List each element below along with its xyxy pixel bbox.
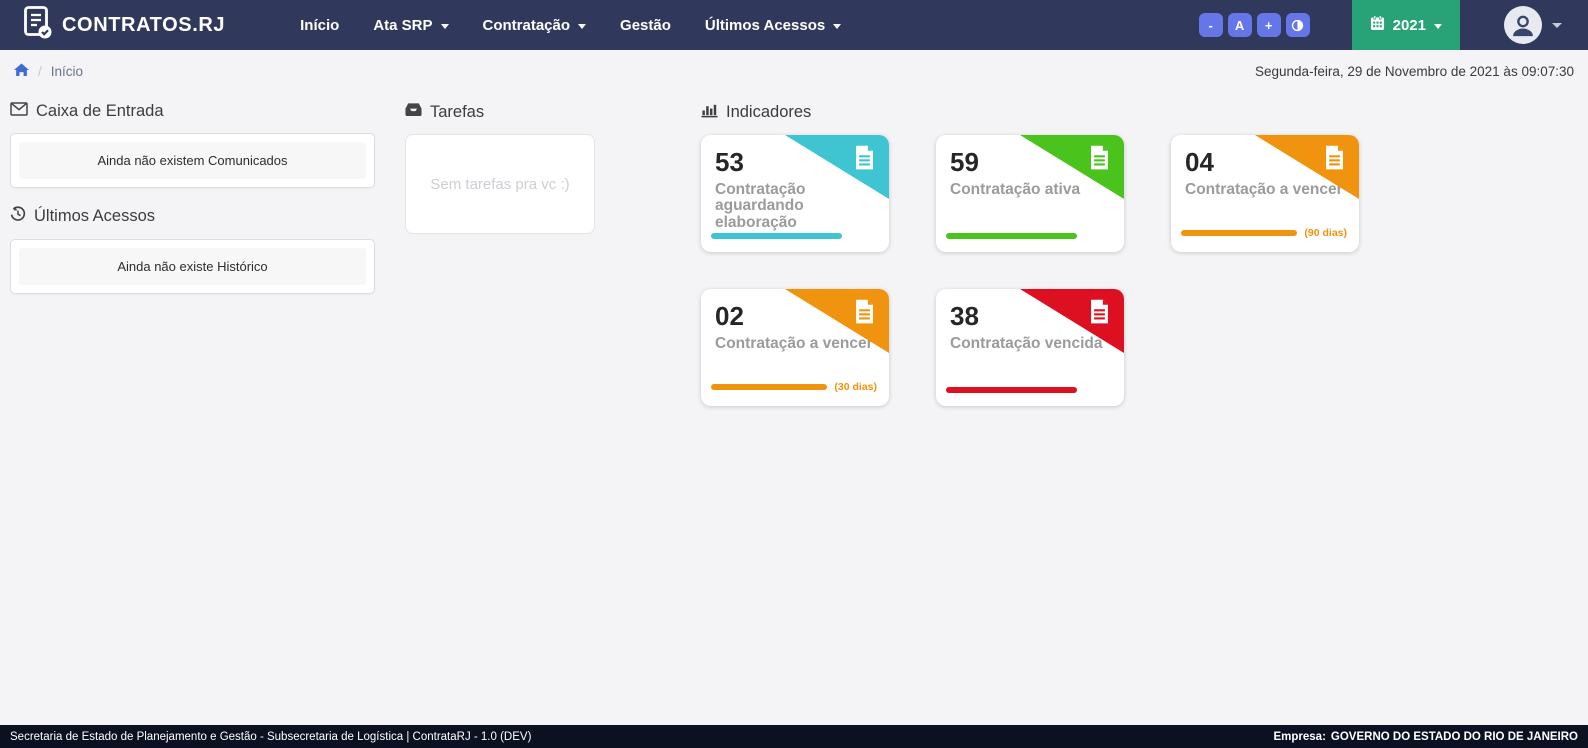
indicator-progress-row <box>946 233 1112 239</box>
bar-chart-icon <box>701 102 718 123</box>
chevron-down-icon <box>578 23 587 29</box>
navbar-right: - A + 2021 <box>1198 0 1588 50</box>
envelope-icon <box>10 102 28 121</box>
indicator-card-contratacao-a-vencer-30-dias-[interactable]: 02 Contratação a vencer (30 dias) <box>701 289 889 406</box>
tasks-section-title: Tarefas <box>430 102 485 121</box>
document-icon <box>1086 144 1113 176</box>
top-navbar: CONTRATOS.RJ Início Ata SRP Contratação Ges… <box>0 0 1588 50</box>
menu-item-gestao[interactable]: Gestão <box>603 0 688 50</box>
indicator-value: 38 <box>950 301 979 331</box>
history-section-title: Últimos Acessos <box>34 207 156 225</box>
menu-item-contratacao[interactable]: Contratação <box>466 0 604 50</box>
menu-item-label: Contratação <box>482 16 571 34</box>
year-selector-button[interactable]: 2021 <box>1351 0 1460 50</box>
inbox-icon <box>405 102 422 122</box>
history-section-header: Últimos Acessos <box>10 206 375 227</box>
chevron-down-icon <box>1434 23 1442 29</box>
chevron-down-icon <box>440 23 449 29</box>
font-decrease-button[interactable]: - <box>1198 13 1223 37</box>
indicator-label: Contratação vencida <box>950 334 1103 352</box>
indicator-note: (90 dias) <box>1304 227 1347 239</box>
indicator-value: 59 <box>950 147 979 177</box>
indicator-progress-bar <box>711 384 828 390</box>
inbox-section-header: Caixa de Entrada <box>10 102 375 121</box>
indicator-progress-row <box>946 387 1112 393</box>
document-icon <box>1086 298 1113 330</box>
chevron-down-icon <box>833 23 842 29</box>
indicator-label: Contratação aguardando elaboração <box>715 180 806 231</box>
history-empty-message: Ainda não existe Histórico <box>19 248 366 285</box>
footer: Secretaria de Estado de Planejamento e G… <box>0 725 1588 748</box>
breadcrumb: / Início <box>14 62 84 80</box>
indicator-card-contratacao-vencida[interactable]: 38 Contratação vencida <box>936 289 1124 406</box>
inbox-panel: Ainda não existem Comunicados <box>10 133 375 188</box>
tasks-section-header: Tarefas <box>405 102 595 122</box>
user-menu[interactable] <box>1504 6 1562 44</box>
inbox-empty-message: Ainda não existem Comunicados <box>19 142 366 179</box>
tasks-column: Tarefas Sem tarefas pra vc :) <box>405 102 595 234</box>
indicator-value: 02 <box>715 301 744 331</box>
indicator-label: Contratação ativa <box>950 180 1081 198</box>
history-panel: Ainda não existe Histórico <box>10 239 375 294</box>
calendar-icon <box>1370 15 1385 35</box>
left-column: Caixa de Entrada Ainda não existem Comun… <box>10 102 375 294</box>
breadcrumb-bar: / Início Segunda-feira, 29 de Novembro d… <box>0 50 1588 92</box>
indicator-value: 53 <box>715 147 744 177</box>
indicator-card-contratacao-ativa[interactable]: 59 Contratação ativa <box>936 135 1124 252</box>
tasks-empty-message: Sem tarefas pra vc :) <box>430 175 570 193</box>
footer-company-name: GOVERNO DO ESTADO DO RIO DE JANEIRO <box>1330 730 1578 743</box>
menu-item-label: Ata SRP <box>373 16 433 34</box>
menu-item-label: Últimos Acessos <box>704 16 826 34</box>
menu-item-ultimos-acessos[interactable]: Últimos Acessos <box>688 0 858 50</box>
footer-left-text: Secretaria de Estado de Planejamento e G… <box>10 730 532 743</box>
menu-item-ata-srp[interactable]: Ata SRP <box>356 0 465 50</box>
document-icon <box>1321 144 1348 176</box>
indicator-progress-bar <box>946 233 1078 239</box>
contrast-toggle-button[interactable] <box>1285 13 1310 37</box>
indicator-note: (30 dias) <box>834 381 877 393</box>
indicator-cards-grid: 53 Contratação aguardando elaboração 59 … <box>701 135 1361 406</box>
history-icon <box>10 206 26 227</box>
brand-name: CONTRATOS.RJ <box>62 13 226 36</box>
breadcrumb-current[interactable]: Início <box>50 63 84 79</box>
indicator-progress-bar <box>946 387 1078 393</box>
indicators-column: Indicadores 53 Contratação aguardando el… <box>701 102 1361 406</box>
footer-company: Empresa: GOVERNO DO ESTADO DO RIO DE JAN… <box>1274 731 1579 743</box>
indicator-label: Contratação a vencer <box>715 334 873 352</box>
indicator-progress-row <box>711 233 877 239</box>
menu-item-label: Início <box>300 16 340 34</box>
avatar <box>1504 6 1542 44</box>
indicator-progress-bar <box>1181 230 1298 236</box>
indicator-progress-row: (90 dias) <box>1181 227 1347 239</box>
accessibility-controls: - A + <box>1198 13 1310 37</box>
year-selector-label: 2021 <box>1392 16 1426 34</box>
indicator-progress-bar <box>711 233 843 239</box>
home-icon[interactable] <box>14 62 29 80</box>
indicator-card-contratacao-aguardando-elaboracao[interactable]: 53 Contratação aguardando elaboração <box>701 135 889 252</box>
current-datetime: Segunda-feira, 29 de Novembro de 2021 às… <box>1255 63 1574 79</box>
main-content: Caixa de Entrada Ainda não existem Comun… <box>0 92 1588 406</box>
indicator-value: 04 <box>1185 147 1214 177</box>
brand-logo-icon <box>22 5 53 45</box>
chevron-down-icon <box>1552 22 1562 28</box>
inbox-section-title: Caixa de Entrada <box>36 102 164 120</box>
indicator-progress-row: (30 dias) <box>711 381 877 393</box>
indicators-section-header: Indicadores <box>701 102 1361 123</box>
footer-company-label: Empresa: <box>1273 730 1326 743</box>
main-menu: Início Ata SRP Contratação Gestão Últimos Ac… <box>283 0 858 50</box>
brand[interactable]: CONTRATOS.RJ <box>22 5 225 45</box>
user-icon <box>1513 15 1533 37</box>
tasks-panel: Sem tarefas pra vc :) <box>405 134 595 234</box>
font-default-button[interactable]: A <box>1227 13 1252 37</box>
indicator-card-contratacao-a-vencer-90-dias-[interactable]: 04 Contratação a vencer (90 dias) <box>1171 135 1359 252</box>
menu-item-inicio[interactable]: Início <box>283 0 356 50</box>
font-increase-button[interactable]: + <box>1256 13 1281 37</box>
document-icon <box>851 298 878 330</box>
menu-item-label: Gestão <box>620 16 671 34</box>
document-icon <box>851 144 878 176</box>
indicator-label: Contratação a vencer <box>1185 180 1343 198</box>
indicators-section-title: Indicadores <box>726 103 812 121</box>
breadcrumb-separator: / <box>38 63 42 79</box>
